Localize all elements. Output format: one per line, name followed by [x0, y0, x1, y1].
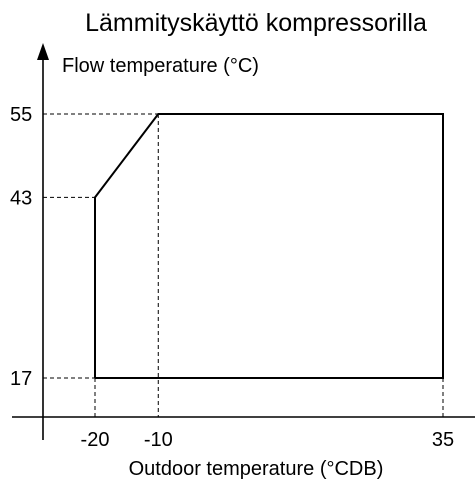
x-tick-label: -10: [144, 429, 173, 451]
y-tick-label: 55: [10, 104, 32, 126]
x-axis-label: Outdoor temperature (°CDB): [129, 458, 384, 480]
operating-envelope-line: [94, 113, 444, 379]
tick-labels: -20 -10 35 55 43 17: [10, 104, 454, 451]
y-tick-label: 43: [10, 187, 32, 209]
y-axis-label: Flow temperature (°C): [62, 55, 259, 77]
guide-lines: [43, 113, 444, 417]
chart-title: Lämmityskäyttö kompressorilla: [85, 9, 427, 37]
x-tick-label: 35: [432, 429, 454, 451]
series-layer: [94, 113, 444, 379]
x-tick-label: -20: [81, 429, 110, 451]
y-tick-label: 17: [10, 368, 32, 390]
y-axis-arrowhead: [37, 43, 49, 60]
